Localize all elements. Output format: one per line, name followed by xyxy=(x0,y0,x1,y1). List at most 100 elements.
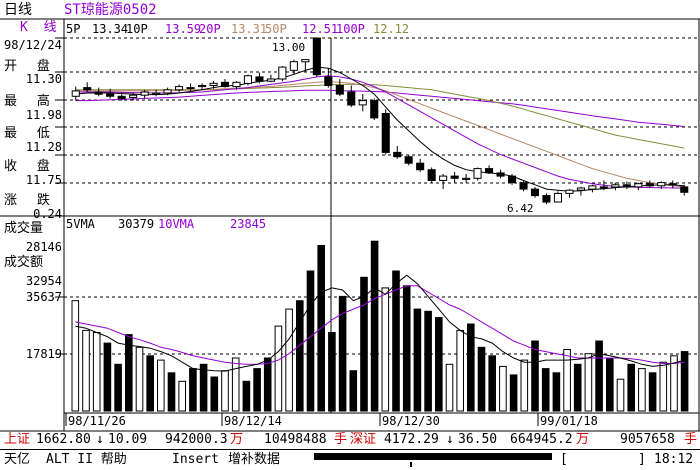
volume-bar xyxy=(488,355,496,412)
volume-bar xyxy=(189,368,197,412)
volume-bar xyxy=(381,287,390,412)
candle-body xyxy=(289,61,298,71)
sh-volume-unit: 手 xyxy=(334,432,348,447)
volume-bar xyxy=(648,372,657,412)
volume-bar xyxy=(306,270,315,412)
candle-body xyxy=(599,186,608,189)
vol-ma10-line xyxy=(75,285,685,365)
volume-bar xyxy=(531,340,539,412)
volume-bar xyxy=(157,359,165,412)
sh-label: 上证 xyxy=(4,432,31,447)
func-label[interactable]: 增补数据 xyxy=(228,452,281,467)
volume-bar xyxy=(210,376,219,412)
sz-amount: 664945.2 xyxy=(510,432,573,447)
volume-bar xyxy=(221,370,229,412)
candle-body xyxy=(611,184,620,188)
candle-body xyxy=(163,89,172,94)
volume-bar xyxy=(445,363,454,412)
candle-body xyxy=(553,192,563,203)
vol-label: 成交量 xyxy=(4,221,44,236)
broker-label: 天亿 xyxy=(4,452,31,467)
volume-bar xyxy=(616,378,625,412)
bottom-bar: 天亿 ALT II 帮助 Insert 增补数据 [ ] 18:12 xyxy=(0,449,700,470)
volume-bar xyxy=(360,276,368,412)
high-annotation: 13.00 xyxy=(272,41,305,54)
amount-label: 成交额 xyxy=(4,255,44,270)
volume-bar xyxy=(338,295,347,412)
open-value: 11.30 xyxy=(25,72,62,86)
volume-bar xyxy=(146,355,154,412)
volume-bar xyxy=(231,357,240,412)
ma-value: 13.34 xyxy=(92,22,128,36)
volume-bar xyxy=(477,346,486,412)
chart-grid xyxy=(55,37,699,413)
candle-body xyxy=(152,92,161,95)
ma-value: 13.59 xyxy=(165,22,201,36)
volume-bar xyxy=(499,365,507,412)
volume-bar xyxy=(114,363,122,412)
sh-arrow: ↓ xyxy=(96,432,104,447)
ma-value: 13.31 xyxy=(231,22,267,36)
candle-body xyxy=(588,185,597,190)
vma10-label: 10VMA xyxy=(158,217,195,231)
bracket-close: ] xyxy=(638,452,646,467)
period-label: 日线 xyxy=(4,2,32,18)
volume-bar xyxy=(509,374,518,412)
volume-bars xyxy=(71,240,689,412)
candle-body xyxy=(335,85,344,95)
candle-body xyxy=(220,81,229,88)
candle-body xyxy=(106,93,115,97)
candle-body xyxy=(175,86,184,91)
candle-body xyxy=(129,94,138,98)
k-line-label: K 线 xyxy=(20,20,61,35)
volume-bar xyxy=(563,349,571,412)
ma-prefix: 5P xyxy=(66,22,80,36)
candle-body xyxy=(519,182,528,190)
date-label: 99/01/18 xyxy=(540,414,598,428)
volume-bar xyxy=(638,368,646,412)
candle-body xyxy=(243,75,252,84)
vol-value: 28146 xyxy=(25,240,62,254)
chart-frame xyxy=(0,18,700,432)
volume-bar xyxy=(274,325,283,412)
candle-body xyxy=(186,87,195,90)
vol-axis-mid: 17819 xyxy=(25,347,62,361)
annotations: 13.00 6.42 xyxy=(272,41,534,215)
candle-body xyxy=(416,162,425,171)
candle-body xyxy=(312,37,321,76)
volume-header: 5VMA 30379 10VMA 23845 xyxy=(66,217,266,231)
change-value: 0.24 xyxy=(33,207,62,221)
volume-bar xyxy=(627,363,636,412)
ma-suffix: 10P xyxy=(126,22,148,36)
candle-body xyxy=(117,95,126,100)
sh-amount: 942000.3 xyxy=(165,432,228,447)
vma5-value: 30379 xyxy=(118,217,154,231)
amount-value: 32954 xyxy=(25,274,62,288)
volume-bar xyxy=(670,355,678,412)
vma10-value: 23845 xyxy=(230,217,266,231)
candle-body xyxy=(198,85,207,88)
ma-suffix: 20P xyxy=(199,22,221,36)
candle-body xyxy=(576,187,586,191)
high-value: 11.98 xyxy=(25,108,62,122)
candle-body xyxy=(358,100,367,106)
vol-ma5-line xyxy=(75,274,685,372)
volume-bar xyxy=(402,285,411,412)
sz-change: 36.50 xyxy=(458,432,498,447)
candle-body xyxy=(542,195,551,203)
candle-body xyxy=(622,184,631,188)
volume-bar xyxy=(296,300,304,412)
sz-volume: 9057658 xyxy=(620,432,675,447)
volume-bar xyxy=(178,380,186,412)
candle-body xyxy=(232,81,241,88)
candle-body xyxy=(485,168,494,174)
volume-bar xyxy=(103,342,112,412)
volume-bar xyxy=(71,300,80,412)
help-hotkey[interactable]: ALT II 帮助 xyxy=(46,452,127,467)
low-label: 最 低 xyxy=(4,126,56,141)
volume-bar xyxy=(424,310,432,412)
volume-bar xyxy=(680,351,689,412)
volume-bar xyxy=(135,346,144,412)
volume-bar xyxy=(584,353,593,412)
